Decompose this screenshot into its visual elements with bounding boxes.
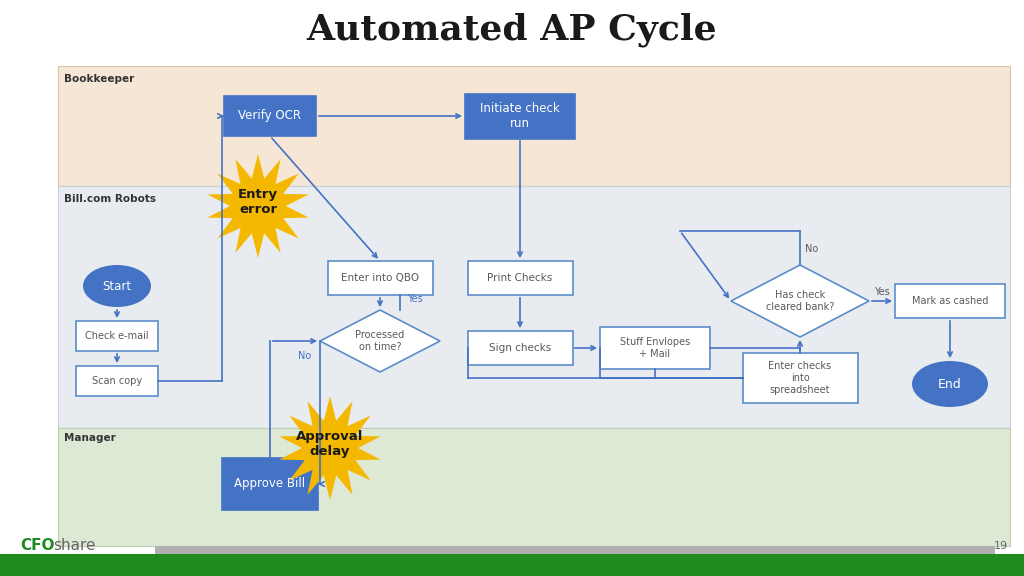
Bar xyxy=(222,458,318,510)
Polygon shape xyxy=(319,310,440,372)
Text: Start: Start xyxy=(102,279,131,293)
Ellipse shape xyxy=(912,361,988,407)
Text: Stuff Envlopes
+ Mail: Stuff Envlopes + Mail xyxy=(620,337,690,359)
Text: CFO: CFO xyxy=(20,539,54,554)
Polygon shape xyxy=(280,396,381,500)
Text: Automated AP Cycle: Automated AP Cycle xyxy=(306,13,718,47)
Bar xyxy=(328,261,432,295)
Bar xyxy=(76,366,158,396)
Polygon shape xyxy=(731,265,869,337)
Bar xyxy=(895,284,1005,318)
Text: Entry
error: Entry error xyxy=(238,188,278,216)
Text: Print Checks: Print Checks xyxy=(487,273,553,283)
Text: No: No xyxy=(805,244,818,254)
Bar xyxy=(742,353,857,403)
Bar xyxy=(58,186,1010,428)
Text: Sign checks: Sign checks xyxy=(488,343,551,353)
Text: Scan copy: Scan copy xyxy=(92,376,142,386)
Text: Bookkeeper: Bookkeeper xyxy=(63,74,134,84)
Polygon shape xyxy=(207,154,308,258)
Text: Mark as cashed: Mark as cashed xyxy=(911,296,988,306)
Text: Has check
cleared bank?: Has check cleared bank? xyxy=(766,290,835,312)
Bar xyxy=(224,96,316,136)
Bar xyxy=(468,261,572,295)
Text: Manager: Manager xyxy=(63,433,116,443)
Text: Initiate check
run: Initiate check run xyxy=(480,102,560,130)
Text: Check e-mail: Check e-mail xyxy=(85,331,148,341)
Text: Bill.com Robots: Bill.com Robots xyxy=(63,194,156,204)
Text: End: End xyxy=(938,377,962,391)
Text: Enter into QBO: Enter into QBO xyxy=(341,273,419,283)
Text: Approval
delay: Approval delay xyxy=(296,430,364,458)
Text: Processed
on time?: Processed on time? xyxy=(355,330,404,352)
Bar xyxy=(465,93,575,138)
Text: Approve Bill: Approve Bill xyxy=(234,478,305,491)
Bar xyxy=(600,327,710,369)
Text: share: share xyxy=(53,539,95,554)
Text: Verify OCR: Verify OCR xyxy=(239,109,301,123)
Bar xyxy=(468,331,572,365)
Bar xyxy=(58,428,1010,546)
Text: Enter checks
into
spreadsheet: Enter checks into spreadsheet xyxy=(768,361,831,395)
Bar xyxy=(58,66,1010,186)
Ellipse shape xyxy=(83,265,151,307)
Bar xyxy=(155,546,995,554)
Text: Yes: Yes xyxy=(408,294,423,304)
Text: Yes: Yes xyxy=(874,287,890,297)
Text: 19: 19 xyxy=(994,541,1008,551)
Bar xyxy=(0,554,1024,576)
Text: No: No xyxy=(298,351,311,361)
Bar xyxy=(76,321,158,351)
